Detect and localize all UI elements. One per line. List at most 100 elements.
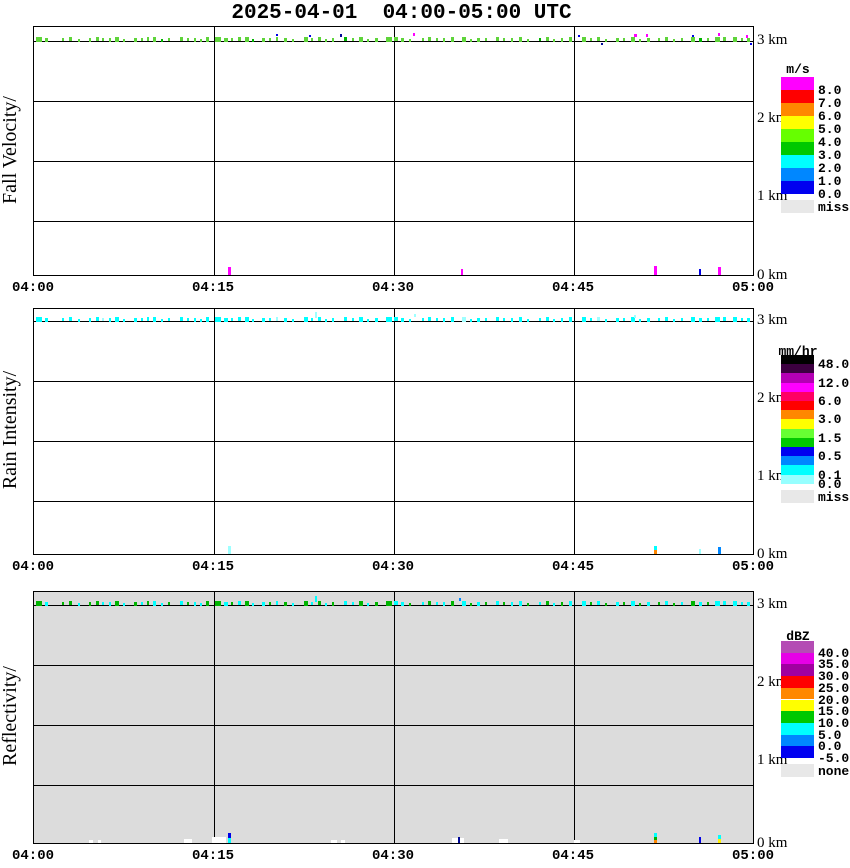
legend-title: dBZ [786, 629, 810, 644]
echo-dot-mark [276, 34, 278, 36]
echo-band-mark [332, 38, 334, 42]
echo-dot-mark [634, 315, 636, 318]
legend-value-label: 40.0 [818, 645, 850, 661]
ylabel-rain-intensity: Rain Intensity/ [0, 370, 21, 490]
echo-band-mark [428, 317, 431, 321]
echo-band-mark [623, 318, 625, 321]
legend-value-label: 0.0 [818, 739, 842, 755]
echo-band-mark [304, 317, 308, 322]
echo-band-mark [325, 39, 327, 42]
surface-echo-mark [654, 837, 657, 840]
echo-band-mark [616, 318, 619, 322]
surface-echo-mark [228, 838, 231, 843]
echo-band-mark [206, 37, 209, 42]
echo-band-mark [231, 318, 233, 321]
echo-band-mark [78, 319, 80, 322]
echo-band-mark [477, 318, 480, 322]
echo-band-mark [527, 39, 529, 42]
echo-band-mark [597, 317, 600, 321]
echo-band-mark [276, 601, 278, 605]
echo-band-mark [352, 38, 354, 41]
height-grid-line [34, 41, 753, 42]
echo-band-mark [394, 601, 398, 605]
legend-value-label: 5.0 [818, 727, 842, 743]
time-tick-label: 04:45 [551, 280, 594, 296]
echo-band-mark [344, 601, 347, 605]
km-tick-label: 0 km [757, 546, 788, 562]
echo-band-mark [352, 318, 354, 321]
echo-band-mark [123, 319, 125, 322]
echo-band-mark [304, 37, 308, 42]
echo-band-mark [62, 38, 64, 41]
echo-band-mark [168, 38, 170, 41]
echo-band-mark [168, 602, 170, 605]
echo-band-mark [161, 319, 163, 322]
legend-value-label: 25.0 [818, 680, 850, 696]
echo-band-mark [359, 601, 363, 606]
echo-band-mark [639, 39, 641, 42]
echo-band-mark [582, 37, 586, 42]
fall-velocity-panel [33, 26, 754, 276]
legend-color-box [781, 641, 814, 653]
echo-band-mark [367, 319, 369, 322]
echo-band-mark [443, 38, 445, 42]
echo-dot-mark [309, 35, 311, 37]
echo-band-mark [200, 603, 202, 606]
echo-band-mark [238, 37, 241, 41]
echo-band-mark [115, 317, 119, 322]
legend-color-box [781, 428, 814, 438]
echo-band-mark [194, 318, 196, 322]
echo-band-mark [673, 39, 675, 42]
echo-band-mark [45, 318, 48, 322]
echo-band-mark [605, 319, 607, 322]
echo-band-mark [623, 38, 625, 41]
rain-intensity-panel [33, 308, 754, 555]
echo-band-mark [284, 602, 287, 606]
echo-band-mark [231, 38, 233, 41]
echo-band-mark [470, 39, 472, 42]
echo-dot-mark [315, 596, 317, 602]
km-tick-label: 3 km [757, 596, 788, 612]
time-tick-label: 04:00 [11, 280, 54, 296]
surface-echo-mark [699, 837, 701, 843]
echo-band-mark [485, 318, 487, 321]
echo-band-mark [527, 319, 529, 322]
echo-band-mark [428, 601, 431, 605]
time-tick-label: 04:00 [11, 848, 54, 864]
echo-band-mark [647, 38, 650, 42]
legend-color-box [781, 103, 814, 116]
echo-band-mark [245, 37, 249, 42]
echo-band-mark [639, 319, 641, 322]
echo-band-mark [62, 318, 64, 321]
echo-dot-mark [578, 35, 580, 37]
echo-band-mark [673, 603, 675, 606]
echo-band-mark [102, 602, 104, 605]
echo-band-mark [344, 317, 347, 321]
height-grid-line [34, 441, 753, 442]
legend-color-box [781, 456, 814, 466]
surface-echo-mark [499, 839, 508, 843]
echo-band-mark [597, 37, 600, 41]
echo-band-mark [511, 602, 513, 606]
echo-band-mark [451, 37, 454, 42]
echo-band-mark [375, 318, 378, 322]
echo-band-mark [96, 317, 99, 321]
echo-band-mark [519, 601, 522, 606]
echo-band-mark [699, 38, 702, 42]
legend-value-label: 4.0 [818, 135, 842, 150]
surface-echo-mark [89, 840, 93, 843]
height-grid-line [34, 725, 753, 726]
echo-band-mark [605, 39, 607, 42]
echo-band-mark [401, 602, 404, 606]
echo-band-mark [394, 317, 398, 321]
legend-color-box [781, 142, 814, 155]
echo-band-mark [394, 37, 398, 41]
echo-band-mark [443, 318, 445, 322]
echo-band-mark [553, 319, 555, 322]
echo-band-mark [304, 601, 308, 606]
km-tick-label: 3 km [757, 32, 788, 48]
time-grid-line [214, 592, 215, 843]
surface-echo-mark [228, 546, 231, 554]
time-tick-label: 04:15 [191, 848, 234, 864]
legend-miss-box [781, 764, 814, 777]
